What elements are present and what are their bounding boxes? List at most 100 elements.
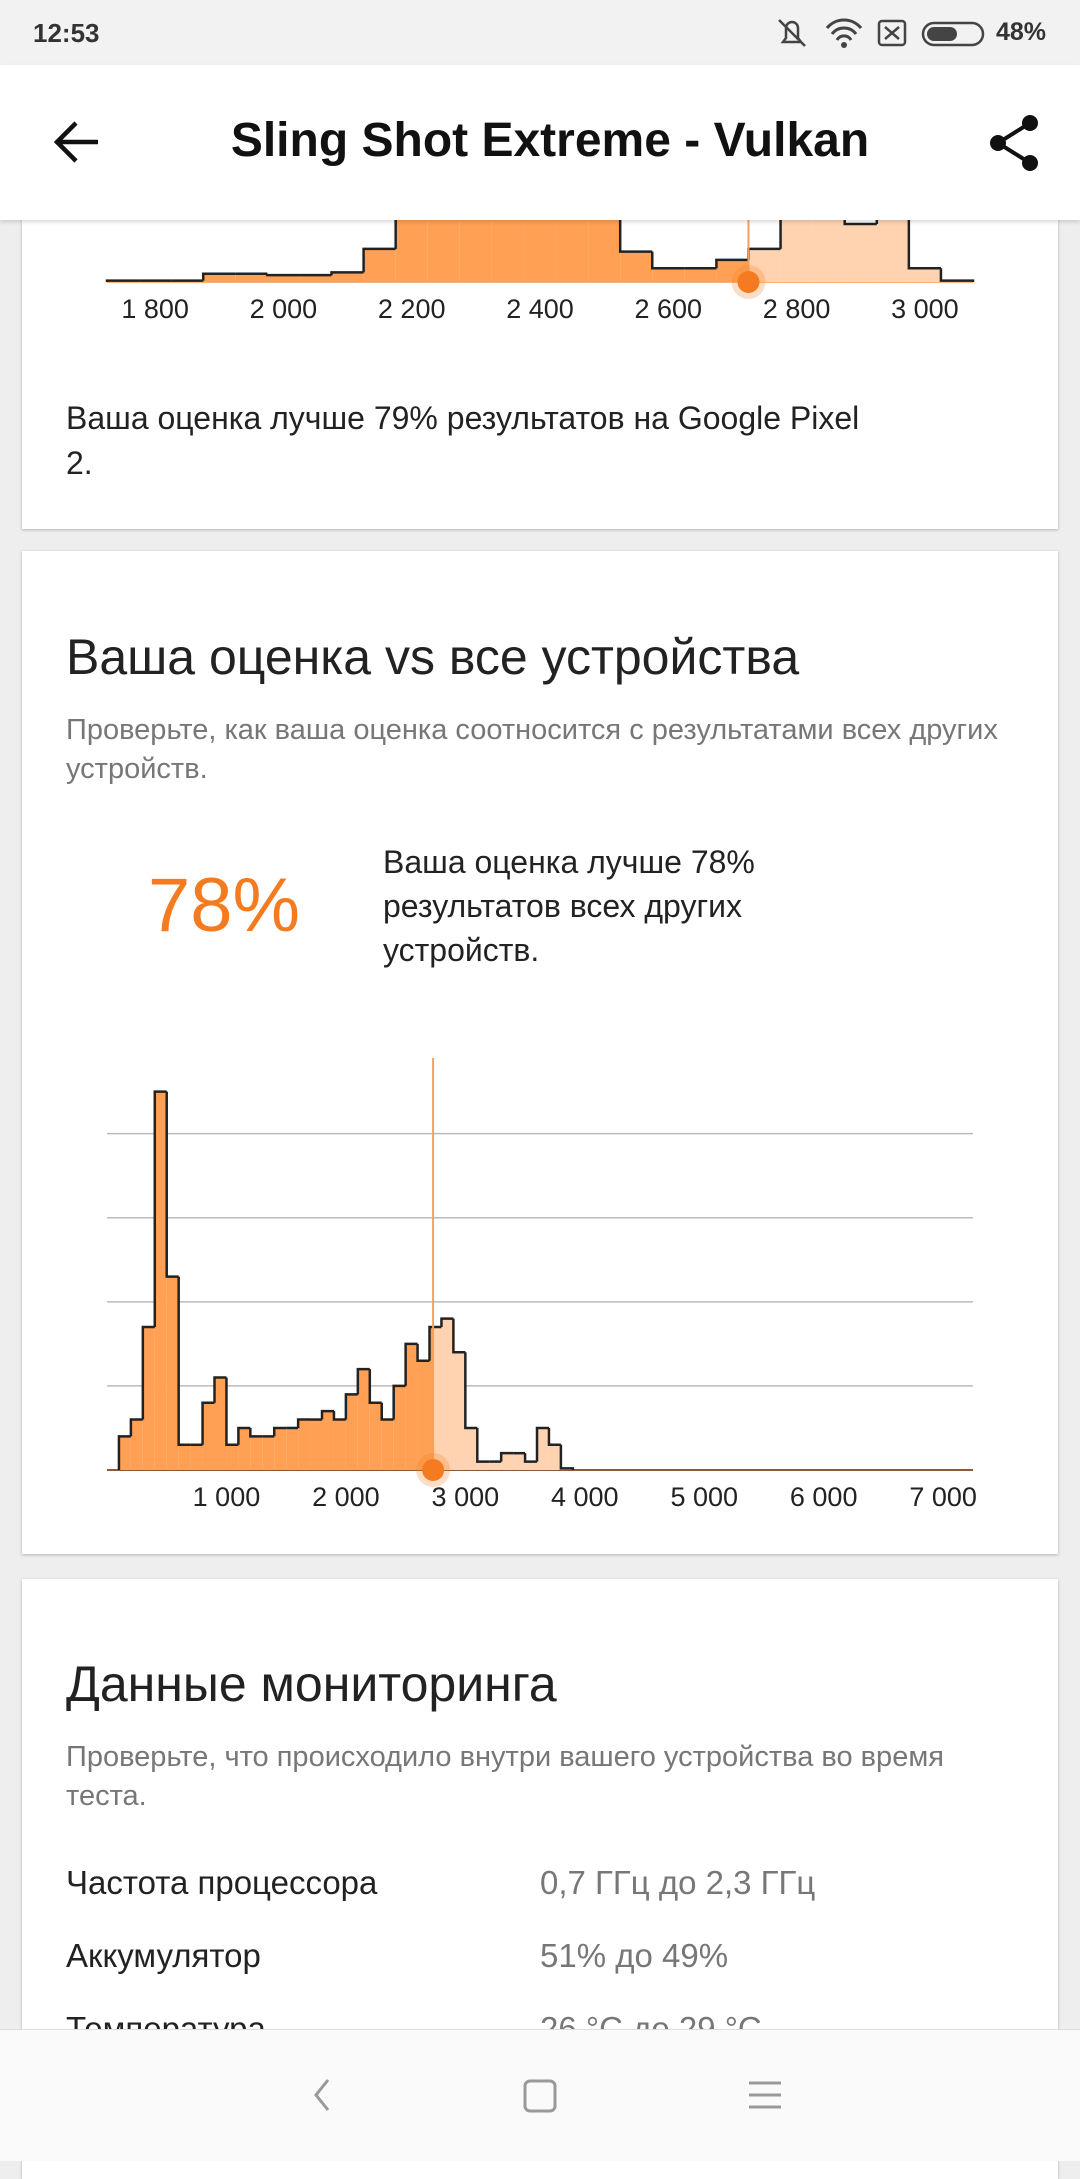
histogram-chart: 1 000 2 000 3 000 4 000 5 000 6 000 7 000 (107, 1058, 977, 1512)
bar (235, 273, 268, 282)
bar-outline (547, 1427, 561, 1447)
nav-home[interactable] (523, 2079, 557, 2113)
bar (262, 1436, 275, 1470)
bar (465, 1427, 478, 1470)
row-label: Частота процессора (66, 1864, 378, 1901)
bar (298, 1419, 311, 1470)
bar-outline (939, 268, 975, 282)
bar (393, 1385, 406, 1470)
bar (381, 1419, 394, 1470)
bar (154, 1091, 167, 1470)
nav-back[interactable] (314, 2079, 330, 2111)
bar (202, 1402, 215, 1470)
clock: 12:53 (33, 18, 100, 48)
bar-outline (392, 1384, 406, 1420)
back-button[interactable] (52, 117, 102, 167)
x-tick-label: 3 000 (432, 1482, 500, 1512)
bar (299, 275, 332, 282)
bar-outline (141, 1325, 155, 1420)
bar (548, 1444, 561, 1470)
bar-outline (362, 247, 396, 273)
bar (525, 1461, 538, 1470)
bar (513, 1453, 526, 1470)
percentile-text: Ваша оценка лучше 78% результатов всех д… (383, 844, 755, 968)
bar (844, 224, 877, 282)
bar (238, 1427, 251, 1470)
comparison-text: Ваша оценка лучше 79% результатов на Goo… (66, 400, 860, 481)
bar (226, 1444, 239, 1470)
bar-outline (523, 1453, 538, 1463)
bar-outline (225, 1377, 239, 1447)
bar (310, 1419, 323, 1470)
score-marker (422, 1459, 445, 1481)
bar (363, 248, 396, 282)
bar-outline (380, 1402, 394, 1421)
bar-outline (177, 1276, 191, 1447)
score-marker (737, 271, 760, 293)
bar (322, 1411, 334, 1470)
x-tick-label: 2 800 (763, 294, 831, 324)
bar-outline (201, 1401, 215, 1445)
bar-outline (330, 271, 364, 276)
bar-outline (559, 1444, 575, 1470)
bar (537, 1427, 549, 1470)
bar-outline (296, 1418, 311, 1428)
bar-outline (476, 1427, 490, 1463)
bar-outline (907, 199, 941, 270)
bar (166, 1276, 179, 1470)
bar-outline (266, 273, 300, 277)
bar-outline (249, 1427, 263, 1438)
bar-outline (344, 1393, 358, 1420)
bar (369, 1402, 382, 1470)
bar (345, 1394, 358, 1470)
bar (417, 1360, 430, 1470)
share-button[interactable] (986, 113, 1042, 173)
x-tick-label: 2 000 (312, 1482, 380, 1512)
bar-outline (213, 1376, 227, 1403)
bar (453, 1352, 466, 1470)
bar-outline (153, 1090, 167, 1328)
bar-outline (129, 1418, 143, 1437)
x-tick-label: 1 800 (121, 294, 189, 324)
bar-outline (272, 1426, 287, 1437)
app-bar: Sling Shot Extreme - Vulkan (0, 65, 1080, 220)
bar-outline (464, 1352, 478, 1430)
bar (489, 1461, 502, 1470)
x-tick-label: 2 000 (250, 294, 318, 324)
bar (429, 1327, 442, 1470)
bar (214, 1377, 227, 1470)
nav-icons (314, 2079, 781, 2113)
card-title: Ваша оценка vs все устройства (66, 629, 800, 685)
bar (620, 251, 653, 282)
bar (652, 268, 685, 282)
nav-menu[interactable] (749, 2081, 781, 2109)
bar (357, 1369, 370, 1470)
bar-outline (237, 1426, 251, 1445)
bar (203, 273, 236, 282)
all-devices-card (22, 551, 1058, 1554)
x-tick-label: 7 000 (909, 1482, 977, 1512)
bar (331, 272, 364, 282)
bar-outline (452, 1318, 466, 1354)
bar-outline (651, 251, 685, 270)
battery-level: 48% (996, 18, 1047, 46)
bar-outline (428, 1325, 442, 1361)
bar (190, 1444, 203, 1470)
card-title: Данные мониторинга (66, 1656, 557, 1712)
row-value: 51% до 49% (540, 1937, 729, 1974)
bar (477, 1461, 490, 1470)
bar (684, 268, 717, 282)
bar-outline (105, 279, 140, 282)
bar (405, 1343, 418, 1470)
bar-outline (332, 1411, 346, 1421)
row-value: 0,7 ГГц до 2,3 ГГц (540, 1864, 816, 1901)
bar-outline (320, 1409, 334, 1420)
card-subtitle: Проверьте, как ваша оценка соотносится с… (66, 714, 998, 785)
status-icons (778, 18, 985, 48)
x-tick-label: 6 000 (790, 1482, 858, 1512)
bar (908, 268, 941, 282)
bar-outline (117, 1435, 131, 1470)
bar-outline (165, 1091, 179, 1278)
bar (178, 1444, 191, 1470)
screen-title: Sling Shot Extreme - Vulkan (230, 114, 870, 167)
